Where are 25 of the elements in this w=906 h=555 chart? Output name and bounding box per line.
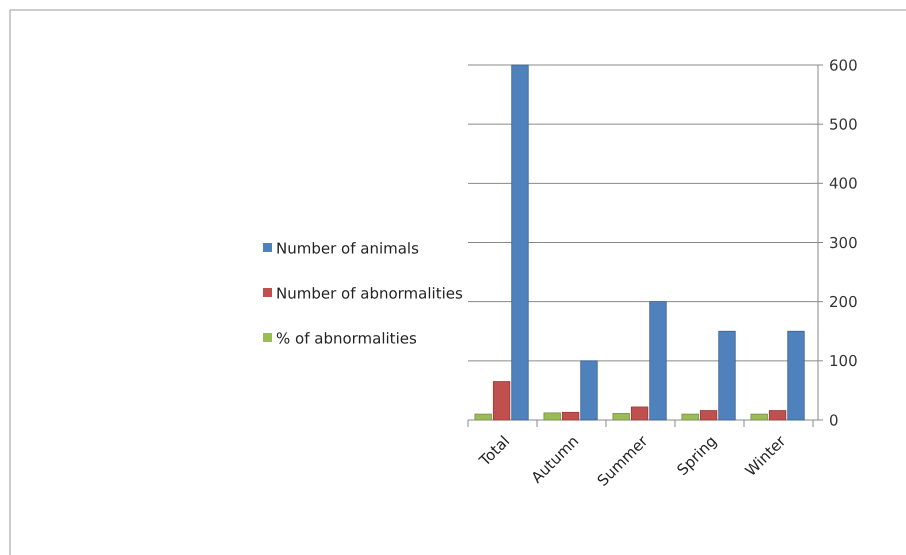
legend-label: Number of animals xyxy=(276,239,420,258)
bar xyxy=(750,414,768,420)
bar xyxy=(630,406,648,420)
y-tick-label: 400 xyxy=(829,174,858,193)
bar xyxy=(768,410,786,420)
y-tick-label: 500 xyxy=(829,115,858,134)
bar xyxy=(544,412,561,420)
legend-label: % of abnormalities xyxy=(276,329,417,348)
bar xyxy=(562,412,580,420)
bar xyxy=(492,381,510,420)
bar xyxy=(718,330,736,420)
bar xyxy=(700,410,718,420)
y-tick-label: 0 xyxy=(829,411,839,430)
bar xyxy=(511,64,529,420)
bar xyxy=(787,330,805,420)
y-tick-label: 200 xyxy=(829,292,858,311)
bar xyxy=(474,414,492,420)
y-tick-label: 600 xyxy=(829,56,858,74)
legend-label: Number of abnormalities xyxy=(276,284,463,302)
bar xyxy=(580,360,598,420)
bar xyxy=(612,413,630,420)
bar xyxy=(682,414,699,420)
y-tick-label: 300 xyxy=(829,234,858,252)
y-tick-label: 100 xyxy=(829,352,858,370)
bar xyxy=(649,301,667,420)
